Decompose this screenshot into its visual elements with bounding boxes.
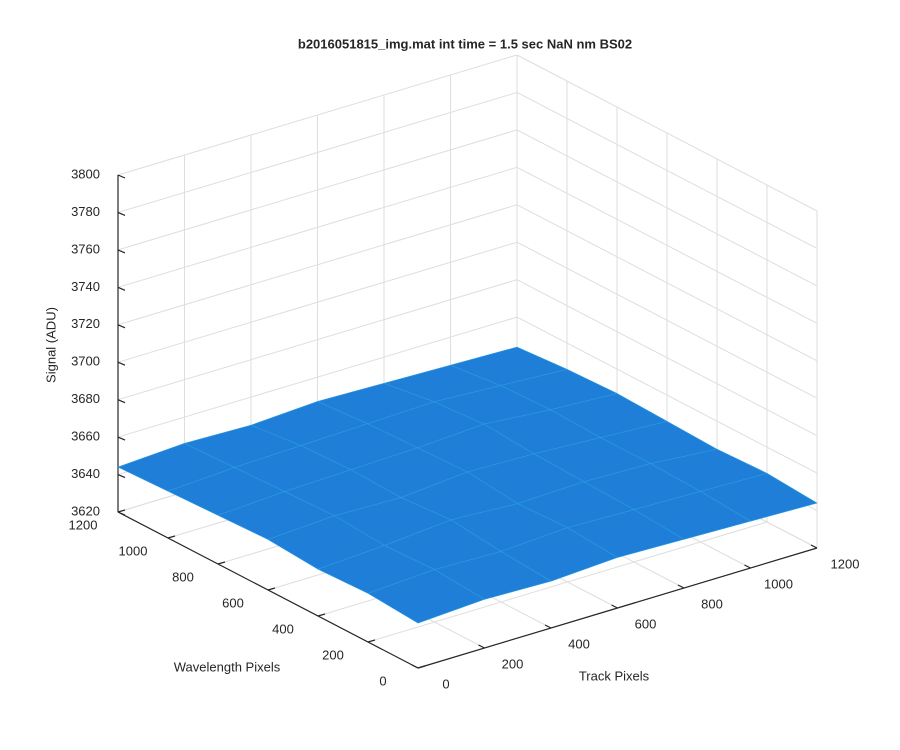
- x-tick-label: 1000: [764, 576, 793, 591]
- tick-mark: [317, 613, 326, 617]
- grid-line: [117, 316, 518, 438]
- grid-line: [516, 279, 818, 437]
- y-tick-label: 800: [172, 569, 194, 584]
- grid-line: [516, 92, 818, 249]
- x-tick-label: 600: [635, 616, 657, 631]
- tick-mark: [117, 436, 126, 441]
- z-tick-label: 3760: [71, 241, 100, 256]
- tick-mark: [117, 474, 126, 479]
- y-tick-label: 400: [272, 621, 294, 636]
- z-tick-label: 3620: [71, 503, 100, 518]
- grid-line: [117, 54, 518, 176]
- x-tick-label: 800: [701, 596, 723, 611]
- tick-mark: [117, 174, 126, 179]
- surface-patch: [367, 569, 486, 624]
- z-tick-label: 3680: [71, 391, 100, 406]
- grid-line: [117, 241, 518, 363]
- z-tick-label: 3660: [71, 429, 100, 444]
- z-tick-label: 3740: [71, 279, 100, 294]
- tick-mark: [117, 399, 126, 404]
- tick-mark: [117, 511, 126, 516]
- grid-line: [117, 129, 518, 251]
- tick-mark: [117, 286, 126, 291]
- z-tick-label: 3780: [71, 204, 100, 219]
- y-axis-label: Wavelength Pixels: [174, 659, 281, 674]
- x-tick-label: 400: [568, 636, 590, 651]
- x-axis-label: Track Pixels: [579, 668, 650, 683]
- y-tick-label: 0: [379, 673, 386, 688]
- grid-line: [516, 166, 818, 324]
- tick-mark: [677, 584, 685, 589]
- y-tick-label: 1000: [119, 543, 148, 558]
- grid-line: [516, 316, 818, 474]
- tick-mark: [217, 561, 226, 565]
- tick-mark: [117, 249, 126, 254]
- grid-line: [516, 54, 818, 212]
- y-tick-label: 200: [322, 647, 344, 662]
- z-tick-label: 3640: [71, 466, 100, 481]
- tick-mark: [544, 624, 552, 629]
- x-tick-label: 200: [502, 656, 524, 671]
- x-tick-label: 0: [442, 676, 449, 691]
- chart-title: b2016051815_img.mat int time = 1.5 sec N…: [298, 36, 632, 51]
- tick-mark: [411, 664, 419, 669]
- tick-mark: [167, 535, 176, 539]
- z-tick-label: 3720: [71, 316, 100, 331]
- tick-mark: [117, 324, 126, 329]
- y-tick-label: 1200: [69, 517, 98, 532]
- grid-line: [516, 129, 818, 287]
- tick-mark: [744, 564, 751, 569]
- tick-mark: [478, 644, 485, 649]
- grid-line: [367, 521, 768, 643]
- grid-line: [516, 241, 818, 399]
- tick-mark: [267, 587, 276, 591]
- tick-mark: [810, 544, 818, 549]
- y-tick-label: 600: [222, 595, 244, 610]
- grid-line: [516, 204, 818, 362]
- z-tick-label: 3800: [71, 166, 100, 181]
- tick-mark: [117, 211, 126, 216]
- tick-mark: [611, 604, 618, 609]
- z-axis-label: Signal (ADU): [43, 307, 58, 383]
- tick-mark: [117, 509, 126, 513]
- tick-mark: [417, 665, 426, 669]
- grid-line: [117, 166, 518, 288]
- tick-mark: [367, 639, 376, 643]
- grid-line: [117, 204, 518, 326]
- x-tick-label: 1200: [831, 556, 860, 571]
- z-tick-label: 3700: [71, 354, 100, 369]
- grid-line: [117, 279, 518, 401]
- tick-mark: [117, 361, 126, 366]
- grid-line: [117, 91, 518, 213]
